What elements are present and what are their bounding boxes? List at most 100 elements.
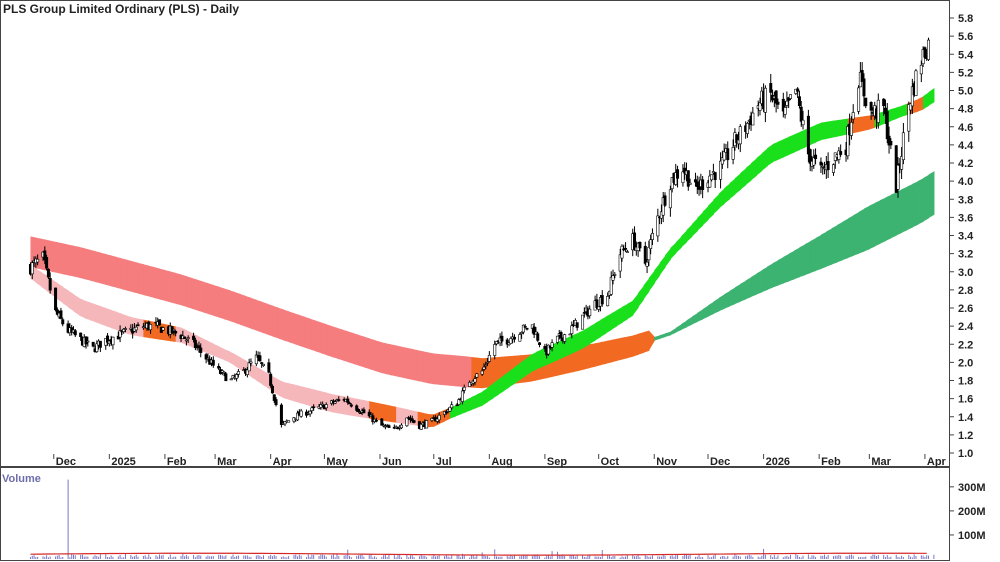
candle-body: [681, 171, 685, 183]
candle-body: [308, 410, 312, 415]
price-tick-label: 2.4: [958, 321, 974, 333]
long-band-segment: [756, 270, 763, 295]
long-band-segment: [240, 294, 247, 327]
candle-body: [367, 411, 371, 417]
date-tick-label: Mar: [217, 456, 237, 468]
date-tick-label: Aug: [491, 456, 512, 468]
candle-body: [158, 319, 162, 326]
long-band-segment: [143, 264, 150, 297]
long-band-segment: [605, 339, 612, 364]
candle-body: [122, 328, 126, 332]
candle-body: [568, 333, 572, 336]
candle-body: [500, 335, 504, 342]
candle-body: [321, 403, 325, 406]
candle-body: [726, 148, 730, 161]
candle-body: [55, 309, 59, 315]
candle-body: [857, 87, 861, 112]
candle-body: [796, 88, 800, 92]
candle-body: [43, 250, 47, 261]
long-band-segment: [390, 344, 397, 377]
candle-body: [475, 373, 479, 378]
candle-body: [118, 330, 122, 338]
long-band-segment: [57, 242, 64, 275]
candle-body: [910, 86, 914, 107]
long-band-segment: [272, 305, 279, 339]
candle-body: [710, 174, 714, 181]
candle-body: [312, 406, 316, 409]
long-band-segment: [767, 263, 774, 290]
long-band-segment: [777, 256, 784, 286]
short-band-segment: [638, 285, 645, 308]
candle-body: [349, 404, 353, 407]
candle-body: [776, 101, 780, 105]
long-band-segment: [310, 318, 317, 352]
short-band-segment: [745, 163, 752, 186]
candle-body: [468, 382, 472, 387]
long-band-segment: [863, 205, 870, 252]
candle-body: [788, 94, 792, 99]
long-band-segment: [229, 290, 236, 323]
date-tick-label: Sep: [547, 456, 567, 468]
price-tick-label: 1.6: [958, 394, 973, 406]
long-band-segment: [573, 346, 580, 372]
short-band-segment: [584, 326, 591, 348]
date-tick-label: Oct: [601, 456, 620, 468]
long-band-segment: [616, 337, 623, 361]
candle-body: [258, 355, 262, 362]
short-band-segment: [880, 110, 887, 126]
long-band-segment: [492, 356, 499, 387]
candle-body: [719, 160, 723, 180]
long-band-segment: [455, 355, 462, 387]
long-band-segment: [288, 311, 295, 345]
long-band-segment: [885, 194, 892, 241]
long-band-segment: [638, 332, 645, 355]
long-band-segment: [869, 202, 876, 250]
long-band-segment: [116, 256, 123, 290]
long-band-segment: [380, 341, 386, 375]
candle-body: [249, 361, 253, 364]
candle-body: [758, 102, 762, 111]
long-band-segment: [449, 354, 456, 387]
candle-body: [581, 314, 585, 330]
long-band-segment: [917, 178, 924, 225]
candle-body: [926, 39, 930, 60]
long-band-segment: [794, 247, 801, 280]
long-band-segment: [154, 267, 161, 300]
long-band-segment: [62, 243, 69, 276]
candle-body: [247, 362, 251, 372]
short-band-segment: [509, 367, 516, 388]
candle-body: [46, 268, 50, 278]
volume-tick-label: 200M: [958, 506, 986, 518]
candle-body: [448, 406, 452, 412]
price-tick-label: 4.2: [958, 158, 973, 170]
long-band-segment: [444, 354, 451, 386]
date-tick-label: Mar: [871, 456, 891, 468]
short-band-segment: [202, 338, 209, 354]
candle-body: [116, 335, 120, 340]
candle-body: [688, 182, 692, 185]
long-band-segment: [68, 244, 75, 277]
long-band-segment: [423, 351, 429, 384]
long-band-segment: [213, 284, 220, 318]
long-band-segment: [901, 186, 908, 233]
long-band-segment: [476, 357, 483, 389]
short-band-segment: [670, 242, 677, 260]
price-tick-label: 2.6: [958, 303, 973, 315]
candle-body: [620, 245, 624, 259]
candle-body: [821, 165, 825, 168]
long-band-segment: [718, 294, 725, 312]
short-band-segment: [535, 349, 542, 370]
long-band-segment: [595, 342, 602, 367]
candle-body: [801, 119, 805, 126]
short-band-segment: [111, 309, 118, 331]
candle-body: [358, 412, 362, 414]
price-tick-label: 5.2: [958, 67, 973, 79]
candle-body: [224, 373, 228, 382]
long-band-segment: [826, 228, 833, 267]
candle-body: [98, 340, 102, 348]
long-band-segment: [847, 215, 854, 258]
short-band-segment: [917, 96, 924, 112]
candle-body: [661, 197, 665, 216]
candle-body: [618, 254, 622, 272]
